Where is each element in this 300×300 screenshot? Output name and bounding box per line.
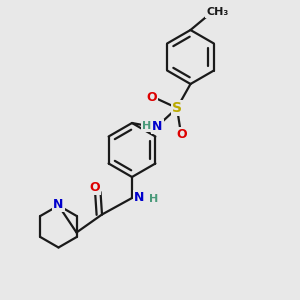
Text: N: N [152, 120, 163, 134]
Text: O: O [146, 91, 157, 104]
Text: O: O [89, 181, 100, 194]
Text: O: O [176, 128, 187, 141]
Text: CH₃: CH₃ [206, 7, 229, 17]
Text: H: H [148, 194, 158, 205]
Text: N: N [53, 197, 64, 211]
Text: H: H [142, 121, 152, 131]
Text: S: S [172, 101, 182, 115]
Text: N: N [134, 191, 145, 204]
